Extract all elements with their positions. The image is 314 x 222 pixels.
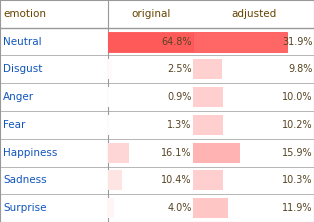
Text: Fear: Fear — [3, 120, 25, 130]
Bar — [193, 170, 224, 190]
Text: 16.1%: 16.1% — [161, 148, 192, 158]
Text: 10.3%: 10.3% — [282, 175, 312, 185]
Bar — [108, 87, 110, 107]
Text: Neutral: Neutral — [3, 37, 42, 47]
Bar — [108, 115, 110, 135]
Text: original: original — [131, 9, 171, 19]
Bar — [108, 32, 193, 52]
Text: adjusted: adjusted — [231, 9, 276, 19]
Text: 0.9%: 0.9% — [167, 92, 192, 102]
Bar — [108, 143, 129, 163]
Text: 9.8%: 9.8% — [288, 64, 312, 74]
Text: Sadness: Sadness — [3, 175, 47, 185]
Bar — [193, 115, 223, 135]
Bar — [193, 87, 223, 107]
Text: Disgust: Disgust — [3, 64, 42, 74]
Text: 10.4%: 10.4% — [161, 175, 192, 185]
Text: 10.2%: 10.2% — [282, 120, 312, 130]
Bar — [193, 198, 228, 218]
Text: Anger: Anger — [3, 92, 34, 102]
Text: Surprise: Surprise — [3, 203, 47, 213]
Text: 1.3%: 1.3% — [167, 120, 192, 130]
Text: 4.0%: 4.0% — [167, 203, 192, 213]
Bar — [108, 59, 111, 79]
Bar — [193, 143, 240, 163]
Text: 64.8%: 64.8% — [161, 37, 192, 47]
Text: 2.5%: 2.5% — [167, 64, 192, 74]
Bar — [193, 32, 287, 52]
Text: Happiness: Happiness — [3, 148, 57, 158]
Bar — [193, 59, 222, 79]
Text: 15.9%: 15.9% — [282, 148, 312, 158]
Text: 10.0%: 10.0% — [282, 92, 312, 102]
Bar — [108, 198, 114, 218]
Text: 31.9%: 31.9% — [282, 37, 312, 47]
Text: 11.9%: 11.9% — [282, 203, 312, 213]
Bar — [108, 170, 122, 190]
Text: emotion: emotion — [3, 9, 46, 19]
